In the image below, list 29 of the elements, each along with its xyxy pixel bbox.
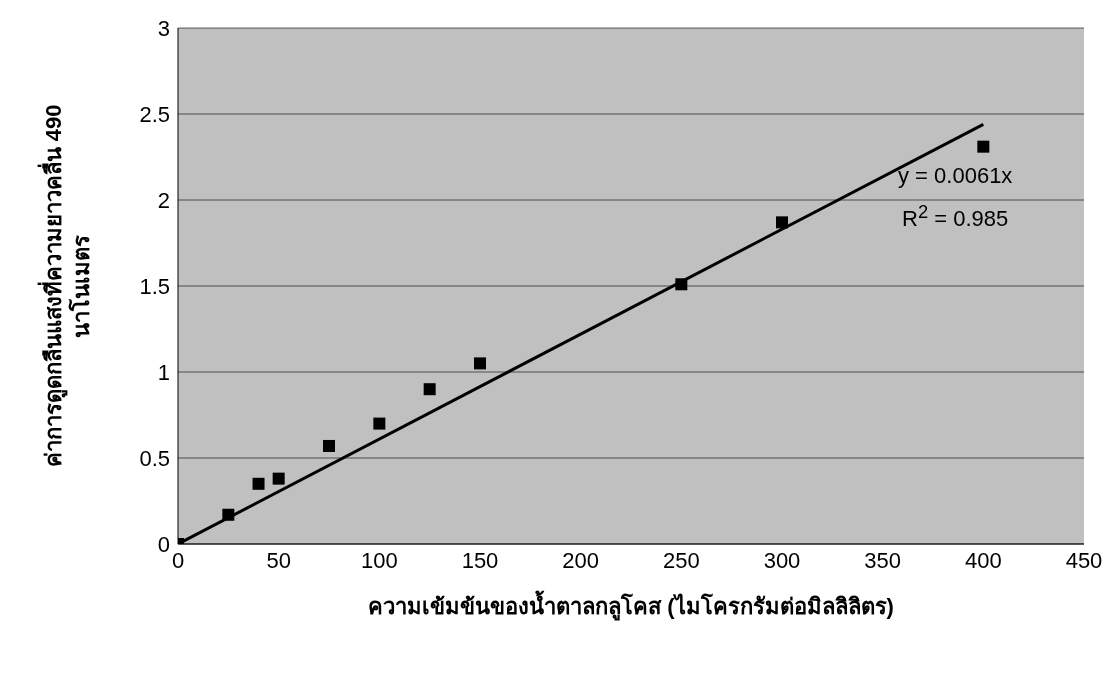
y-tick-label: 3 [157,15,170,41]
y-tick-label: 0 [157,531,170,557]
annotation: y = 0.0061x [898,162,1013,190]
y-tick-label: 1 [157,359,170,385]
point [474,357,486,370]
y-tick-label: 2.5 [139,101,170,127]
x-tick-label: 400 [964,547,1002,573]
x-tick-label: 200 [562,547,600,573]
x-tick-label: 450 [1065,547,1103,573]
y-tick-label: 1.5 [139,273,170,299]
point [323,439,335,452]
x-axis-title: ความเข้มข้นของน้ำตาลกลูโคส (ไมโครกรัมต่อมิลลิลิตร) [368,590,894,621]
point [423,383,436,396]
point [272,472,285,485]
x-tick-label: 100 [360,547,398,573]
x-tick-label: 250 [662,547,700,573]
y-tick-label: 2 [157,187,170,213]
point [373,417,386,430]
x-tick-label: 300 [763,547,801,573]
y-tick-label: 0.5 [139,445,170,471]
x-tick-label: 350 [864,547,902,573]
point [977,140,990,153]
x-tick-label: 50 [266,547,291,573]
point [222,508,235,521]
point [776,216,788,229]
point [675,278,688,291]
point [252,477,265,490]
annotation: R$^{2}$ = 0.985 [901,200,1010,234]
x-tick-label: 150 [461,547,499,573]
